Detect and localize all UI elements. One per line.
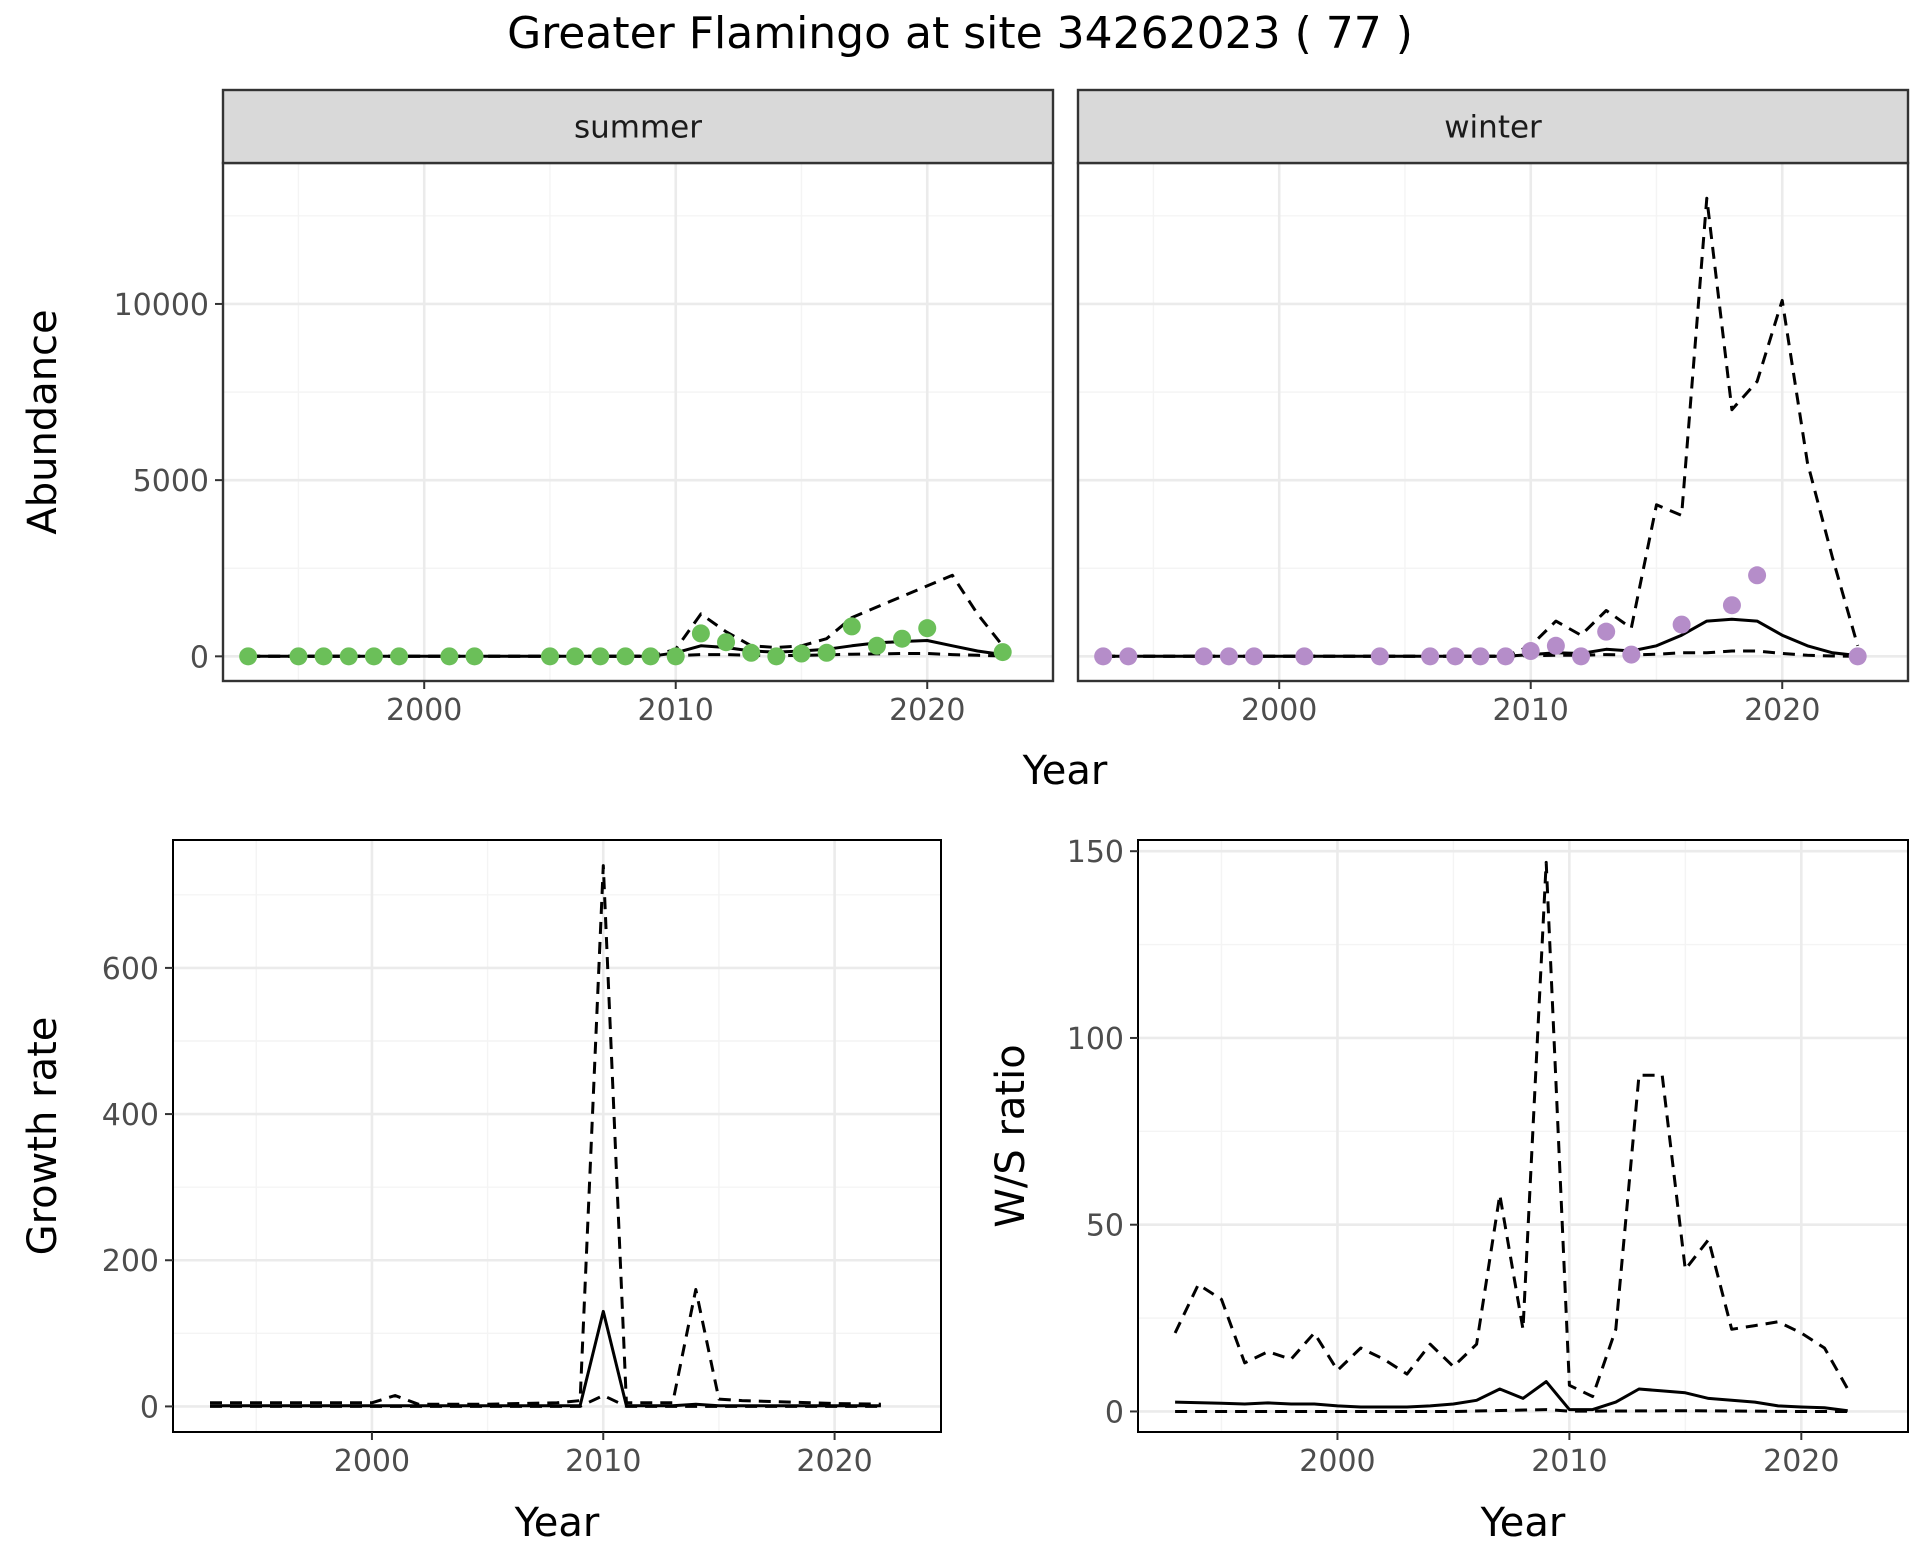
winter-data-point — [1471, 647, 1490, 666]
summer-data-point — [717, 633, 736, 652]
ratio-fit-line — [1175, 1380, 1848, 1413]
summer-data-point — [993, 643, 1012, 662]
growth-fit-line — [210, 1309, 881, 1408]
winter-strip-label: winter — [1444, 110, 1542, 146]
summer-data-point — [390, 647, 409, 666]
summer-y-tick-label: 5000 — [133, 464, 209, 499]
growth-y-tick-label: 200 — [102, 1244, 159, 1279]
winter-data-point — [1119, 647, 1138, 666]
summer-data-point — [691, 624, 710, 643]
summer-strip — [221, 88, 1055, 165]
winter-data-point — [1572, 647, 1591, 666]
winter-data-point — [1219, 647, 1238, 666]
winter-data-point — [1622, 645, 1641, 664]
growth-panel-bg — [173, 840, 941, 1432]
summer-strip-label: summer — [574, 110, 702, 146]
ratio-y-tick-label: 100 — [1067, 1022, 1124, 1057]
summer-data-point — [566, 647, 585, 666]
chart-title: Greater Flamingo at site 34262023 ( 77 ) — [507, 8, 1413, 59]
summer-data-point — [465, 647, 484, 666]
winter-data-point — [1094, 647, 1113, 666]
summer-y-tick-label: 10000 — [114, 288, 209, 323]
ratio-panel-border — [1137, 839, 1909, 1433]
winter-fit-line — [1103, 617, 1858, 658]
growth-y-tick-label: 400 — [102, 1098, 159, 1133]
winter-lower-bound-line — [1103, 649, 1858, 658]
winter-strip — [1076, 88, 1910, 165]
ratio-x-axis-title: Year — [1480, 1500, 1566, 1546]
winter-data-point — [1370, 647, 1389, 666]
summer-data-point — [893, 629, 912, 648]
summer-data-point — [767, 647, 786, 666]
summer-x-tick-label: 2000 — [386, 693, 462, 728]
summer-data-point — [440, 647, 459, 666]
ratio-lower-bound-line — [1175, 1408, 1848, 1413]
summer-data-point — [339, 647, 358, 666]
growth-panel-border — [172, 839, 942, 1433]
ratio-panel-bg — [1138, 840, 1908, 1432]
summer-data-point — [817, 643, 836, 662]
winter-data-point — [1597, 622, 1616, 641]
winter-data-point — [1421, 647, 1440, 666]
winter-x-tick-label: 2010 — [1493, 693, 1569, 728]
summer-x-tick-label: 2010 — [638, 693, 714, 728]
growth-y-tick-label: 600 — [102, 952, 159, 987]
ratio-x-tick-label: 2020 — [1763, 1444, 1839, 1479]
growth-y-tick-label: 0 — [140, 1390, 159, 1425]
summer-data-point — [616, 647, 635, 666]
summer-data-point — [364, 647, 383, 666]
summer-x-tick-label: 2020 — [889, 693, 965, 728]
summer-data-point — [867, 636, 886, 655]
facet-x-axis-title: Year — [1022, 748, 1108, 794]
growth-x-tick-label: 2000 — [334, 1444, 410, 1479]
winter-data-point — [1446, 647, 1465, 666]
summer-data-point — [239, 647, 258, 666]
winter-data-point — [1722, 596, 1741, 615]
winter-data-point — [1245, 647, 1264, 666]
ratio-x-tick-label: 2000 — [1299, 1444, 1375, 1479]
summer-panel-bg — [223, 163, 1053, 681]
growth-x-tick-label: 2010 — [565, 1444, 641, 1479]
winter-data-point — [1748, 566, 1767, 585]
ratio-x-tick-label: 2010 — [1531, 1444, 1607, 1479]
winter-data-point — [1295, 647, 1314, 666]
summer-data-point — [666, 647, 685, 666]
growth-upper-bound-line — [210, 864, 881, 1406]
summer-data-point — [289, 647, 308, 666]
growth-x-tick-label: 2020 — [796, 1444, 872, 1479]
winter-data-point — [1521, 642, 1540, 661]
winter-data-point — [1194, 647, 1213, 666]
ratio-y-axis-title: W/S ratio — [988, 1044, 1034, 1227]
ratio-y-tick-label: 150 — [1067, 835, 1124, 870]
winter-data-point — [1496, 647, 1515, 666]
summer-lower-bound-line — [248, 652, 1003, 658]
summer-data-point — [742, 643, 761, 662]
growth-y-axis-title: Growth rate — [20, 1017, 66, 1256]
ratio-upper-bound-line — [1173, 860, 1850, 1398]
summer-data-point — [314, 647, 333, 666]
facet-y-axis-title: Abundance — [20, 309, 66, 534]
ratio-y-tick-label: 0 — [1105, 1395, 1124, 1430]
summer-data-point — [641, 647, 660, 666]
summer-data-point — [540, 647, 559, 666]
summer-y-tick-label: 0 — [190, 640, 209, 675]
summer-data-point — [591, 647, 610, 666]
growth-x-axis-title: Year — [514, 1500, 600, 1546]
ratio-y-tick-label: 50 — [1086, 1209, 1124, 1244]
winter-data-point — [1546, 636, 1565, 655]
winter-data-point — [1848, 647, 1867, 666]
winter-x-tick-label: 2000 — [1241, 693, 1317, 728]
winter-panel-bg — [1078, 163, 1908, 681]
summer-data-point — [918, 619, 937, 638]
winter-x-tick-label: 2020 — [1744, 693, 1820, 728]
winter-data-point — [1672, 615, 1691, 634]
summer-data-point — [842, 617, 861, 636]
summer-data-point — [792, 644, 811, 663]
